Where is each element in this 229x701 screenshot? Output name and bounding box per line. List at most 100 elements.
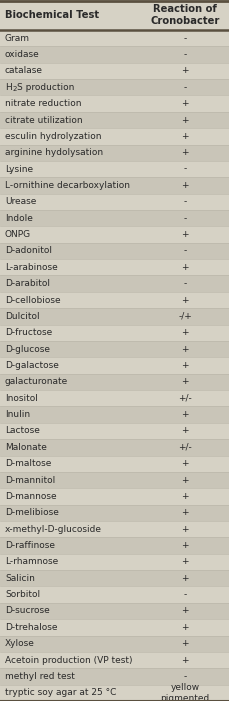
Bar bbox=[0, 243, 229, 259]
Text: +: + bbox=[180, 524, 188, 533]
Text: -: - bbox=[183, 83, 186, 92]
Bar bbox=[0, 505, 229, 521]
Bar bbox=[0, 619, 229, 636]
Text: +: + bbox=[180, 508, 188, 517]
Text: yellow
pigmented: yellow pigmented bbox=[160, 683, 209, 701]
Text: x-methyl-D-glucoside: x-methyl-D-glucoside bbox=[5, 524, 101, 533]
Text: nitrate reduction: nitrate reduction bbox=[5, 99, 81, 108]
Bar bbox=[0, 652, 229, 668]
Text: +: + bbox=[180, 296, 188, 304]
Text: +: + bbox=[180, 361, 188, 370]
Text: D-fructose: D-fructose bbox=[5, 328, 52, 337]
Text: D-cellobiose: D-cellobiose bbox=[5, 296, 60, 304]
Bar bbox=[0, 570, 229, 587]
Text: Salicin: Salicin bbox=[5, 573, 35, 583]
Bar bbox=[0, 341, 229, 358]
Bar bbox=[0, 587, 229, 603]
Bar bbox=[0, 390, 229, 407]
Bar bbox=[0, 226, 229, 243]
Text: Inulin: Inulin bbox=[5, 410, 30, 419]
Bar bbox=[0, 538, 229, 554]
Bar bbox=[0, 193, 229, 210]
Bar bbox=[0, 144, 229, 161]
Bar bbox=[0, 308, 229, 325]
Text: Biochemical Test: Biochemical Test bbox=[5, 10, 99, 20]
Text: D-raffinose: D-raffinose bbox=[5, 541, 55, 550]
Bar bbox=[0, 423, 229, 439]
Text: +: + bbox=[180, 230, 188, 239]
Text: Reaction of
Cronobacter: Reaction of Cronobacter bbox=[150, 4, 219, 26]
Text: -: - bbox=[183, 672, 186, 681]
Bar bbox=[0, 685, 229, 701]
Text: Urease: Urease bbox=[5, 198, 36, 206]
Text: Dulcitol: Dulcitol bbox=[5, 312, 39, 321]
Text: catalase: catalase bbox=[5, 67, 43, 76]
Text: D-sucrose: D-sucrose bbox=[5, 606, 49, 615]
Bar bbox=[0, 472, 229, 488]
Text: +: + bbox=[180, 639, 188, 648]
Text: citrate utilization: citrate utilization bbox=[5, 116, 82, 125]
Text: -: - bbox=[183, 247, 186, 255]
Bar bbox=[0, 79, 229, 95]
Bar bbox=[0, 292, 229, 308]
Bar bbox=[0, 275, 229, 292]
Text: +: + bbox=[180, 181, 188, 190]
Text: D-melibiose: D-melibiose bbox=[5, 508, 59, 517]
Text: +: + bbox=[180, 116, 188, 125]
Text: +: + bbox=[180, 541, 188, 550]
Text: esculin hydrolyzation: esculin hydrolyzation bbox=[5, 132, 101, 141]
Text: Sorbitol: Sorbitol bbox=[5, 590, 40, 599]
Text: D-adonitol: D-adonitol bbox=[5, 247, 52, 255]
Text: D-glucose: D-glucose bbox=[5, 345, 50, 353]
Text: Acetoin production (VP test): Acetoin production (VP test) bbox=[5, 655, 132, 665]
Text: +: + bbox=[180, 492, 188, 501]
Bar bbox=[0, 0, 229, 30]
Text: +: + bbox=[180, 623, 188, 632]
Text: +: + bbox=[180, 328, 188, 337]
Text: +: + bbox=[180, 459, 188, 468]
Text: +: + bbox=[180, 606, 188, 615]
Text: +: + bbox=[180, 557, 188, 566]
Text: -: - bbox=[183, 590, 186, 599]
Bar bbox=[0, 456, 229, 472]
Bar bbox=[0, 259, 229, 275]
Bar bbox=[0, 488, 229, 505]
Bar bbox=[0, 325, 229, 341]
Bar bbox=[0, 177, 229, 193]
Text: -: - bbox=[183, 279, 186, 288]
Text: D-maltose: D-maltose bbox=[5, 459, 51, 468]
Bar bbox=[0, 521, 229, 538]
Text: +: + bbox=[180, 345, 188, 353]
Text: -: - bbox=[183, 34, 186, 43]
Text: -: - bbox=[183, 198, 186, 206]
Bar bbox=[0, 439, 229, 456]
Text: +: + bbox=[180, 410, 188, 419]
Text: -: - bbox=[183, 50, 186, 59]
Text: -: - bbox=[183, 165, 186, 174]
Bar bbox=[0, 46, 229, 62]
Text: oxidase: oxidase bbox=[5, 50, 40, 59]
Text: -/+: -/+ bbox=[177, 312, 191, 321]
Text: arginine hydolysation: arginine hydolysation bbox=[5, 148, 103, 157]
Text: L-arabinose: L-arabinose bbox=[5, 263, 57, 272]
Text: H: H bbox=[5, 83, 12, 92]
Text: +: + bbox=[180, 655, 188, 665]
Bar bbox=[0, 407, 229, 423]
Text: Inositol: Inositol bbox=[5, 394, 38, 403]
Bar bbox=[0, 554, 229, 570]
Text: Gram: Gram bbox=[5, 34, 30, 43]
Text: methyl red test: methyl red test bbox=[5, 672, 75, 681]
Text: ONPG: ONPG bbox=[5, 230, 31, 239]
Bar bbox=[0, 636, 229, 652]
Text: galacturonate: galacturonate bbox=[5, 377, 68, 386]
Text: L-rhamnose: L-rhamnose bbox=[5, 557, 58, 566]
Text: Xylose: Xylose bbox=[5, 639, 35, 648]
Bar bbox=[0, 30, 229, 46]
Text: +/-: +/- bbox=[177, 443, 191, 452]
Text: Lactose: Lactose bbox=[5, 426, 40, 435]
Text: D-mannitol: D-mannitol bbox=[5, 475, 55, 484]
Text: Malonate: Malonate bbox=[5, 443, 47, 452]
Text: D-arabitol: D-arabitol bbox=[5, 279, 50, 288]
Text: +: + bbox=[180, 99, 188, 108]
Text: 2: 2 bbox=[12, 86, 17, 92]
